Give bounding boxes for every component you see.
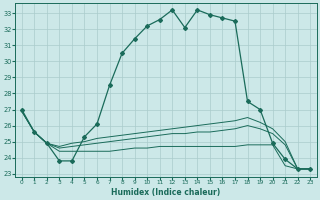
X-axis label: Humidex (Indice chaleur): Humidex (Indice chaleur) — [111, 188, 220, 197]
